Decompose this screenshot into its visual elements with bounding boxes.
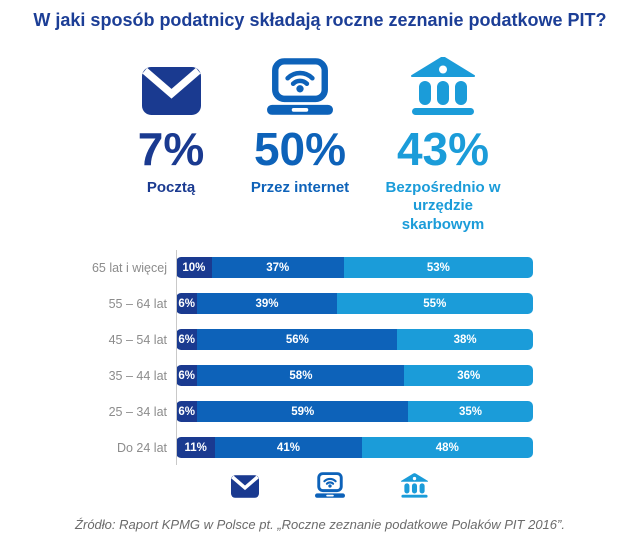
method-label: Pocztą: [146, 178, 196, 196]
bar-segment-internet: 59%: [197, 401, 409, 422]
envelope-icon: [230, 475, 259, 498]
bar-segment-post: 6%: [176, 365, 198, 386]
chart-row: 55 – 64 lat 6% 39% 55%: [0, 293, 640, 314]
method-label: Bezpośrednio w urzędzie skarbowym: [385, 178, 501, 234]
age-group-label: 55 – 64 lat: [108, 296, 167, 311]
chart-row: 45 – 54 lat 6% 56% 38%: [0, 329, 640, 350]
bar-segment-internet: 58%: [197, 365, 405, 386]
method-internet: 50% Przez internet: [225, 49, 375, 197]
method-office: 43% Bezpośrednio w urzędzie skarbowym: [368, 49, 518, 235]
stacked-bar: 10% 37% 53%: [176, 257, 533, 278]
bar-segment-post: 6%: [176, 293, 198, 314]
page-title: W jaki sposób podatnicy składają roczne …: [33, 10, 607, 30]
bar-segment-office: 48%: [361, 437, 533, 458]
laptop-wifi-icon-box: [225, 49, 375, 115]
legend-laptop-wifi-icon: [314, 472, 345, 503]
bar-segment-post: 6%: [176, 401, 198, 422]
bank-icon-box: [368, 49, 518, 115]
stacked-bar: 6% 56% 38%: [176, 329, 533, 350]
legend-bank-icon: [400, 473, 428, 503]
chart-row: 35 – 44 lat 6% 58% 36%: [0, 365, 640, 386]
methods-summary: 7% Pocztą 50% Przez internet 43% Bezpośrednio…: [0, 49, 640, 245]
age-group-label: Do 24 lat: [116, 440, 167, 455]
bank-icon: [400, 473, 428, 498]
bar-segment-post: 10%: [176, 257, 212, 278]
chart-rows: 65 lat i więcej 10% 37% 53% 55 – 64 lat 6% 39%…: [0, 257, 640, 458]
stacked-bar: 11% 41% 48%: [176, 437, 533, 458]
laptop-wifi-icon: [314, 472, 345, 498]
stacked-bar: 6% 39% 55%: [176, 293, 533, 314]
chart-row: 25 – 34 lat 6% 59% 35%: [0, 401, 640, 422]
bar-segment-office: 53%: [343, 257, 533, 278]
stacked-bar: 6% 59% 35%: [176, 401, 533, 422]
age-group-label: 35 – 44 lat: [108, 368, 167, 383]
age-group-label: 65 lat i więcej: [91, 260, 167, 275]
age-group-label: 45 – 54 lat: [108, 332, 167, 347]
bar-segment-internet: 39%: [197, 293, 337, 314]
axis-line: [176, 250, 177, 465]
method-value: 7%: [137, 123, 205, 175]
bar-segment-internet: 37%: [211, 257, 344, 278]
laptop-wifi-icon: [267, 58, 333, 115]
bar-segment-office: 35%: [408, 401, 533, 422]
bar-segment-office: 36%: [404, 365, 533, 386]
bar-segment-post: 11%: [176, 437, 216, 458]
legend-envelope-icon: [230, 475, 259, 503]
envelope-icon-box: [96, 49, 246, 115]
method-post: 7% Pocztą: [96, 49, 246, 197]
bank-icon: [411, 57, 475, 115]
method-value: 50%: [253, 123, 347, 175]
bar-segment-office: 55%: [336, 293, 533, 314]
age-group-label: 25 – 34 lat: [108, 404, 167, 419]
stacked-bar: 6% 58% 36%: [176, 365, 533, 386]
chart-row: Do 24 lat 11% 41% 48%: [0, 437, 640, 458]
method-value: 43%: [396, 123, 490, 175]
bar-segment-internet: 56%: [197, 329, 398, 350]
bar-segment-office: 38%: [397, 329, 533, 350]
envelope-icon: [142, 67, 201, 115]
age-group-bar-chart: 65 lat i więcej 10% 37% 53% 55 – 64 lat 6% 39%…: [0, 250, 640, 465]
method-label: Przez internet: [250, 178, 350, 196]
bar-segment-internet: 41%: [215, 437, 362, 458]
legend: [0, 472, 640, 503]
source-caption: Źródło: Raport KPMG w Polsce pt. „Roczne…: [75, 517, 565, 532]
chart-row: 65 lat i więcej 10% 37% 53%: [0, 257, 640, 278]
bar-segment-post: 6%: [176, 329, 198, 350]
